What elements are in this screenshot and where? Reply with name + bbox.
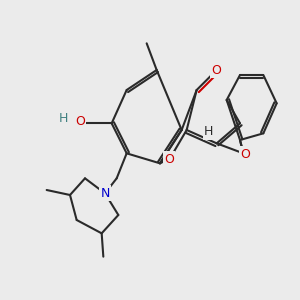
Text: N: N <box>100 187 110 200</box>
Text: H: H <box>58 112 68 125</box>
Text: O: O <box>75 115 85 128</box>
Text: O: O <box>212 64 222 76</box>
Text: O: O <box>164 153 174 166</box>
Text: O: O <box>240 148 250 161</box>
Text: H: H <box>204 125 213 138</box>
